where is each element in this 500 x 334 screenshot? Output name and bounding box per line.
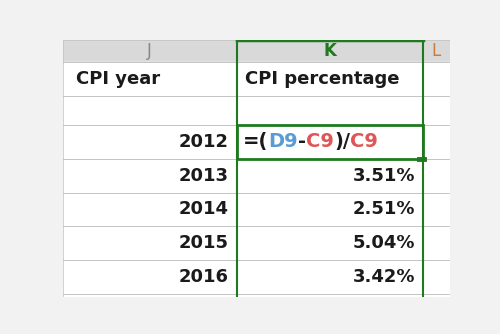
Bar xyxy=(423,125,450,159)
Bar xyxy=(423,159,450,192)
Bar xyxy=(62,192,237,226)
Bar xyxy=(62,96,237,125)
Text: 2014: 2014 xyxy=(179,200,229,218)
Bar xyxy=(423,260,450,294)
Text: 3.42%: 3.42% xyxy=(352,268,415,286)
Bar xyxy=(237,62,423,96)
Bar xyxy=(237,192,423,226)
Bar xyxy=(423,192,450,226)
Text: D9: D9 xyxy=(268,132,298,151)
Bar xyxy=(423,40,450,62)
Bar xyxy=(62,62,237,96)
Bar xyxy=(237,125,423,159)
Text: 2015: 2015 xyxy=(179,234,229,253)
Bar xyxy=(237,125,423,159)
Text: =(: =( xyxy=(243,132,268,151)
Bar xyxy=(237,260,423,294)
Text: C9: C9 xyxy=(350,132,378,151)
Bar xyxy=(237,294,423,297)
Text: K: K xyxy=(324,42,336,60)
Bar xyxy=(62,159,237,192)
Bar xyxy=(62,125,237,159)
Text: )/: )/ xyxy=(334,132,350,151)
Text: 2016: 2016 xyxy=(179,268,229,286)
Text: 2.51%: 2.51% xyxy=(352,200,415,218)
Text: C9: C9 xyxy=(306,132,334,151)
Text: J: J xyxy=(147,42,152,60)
Bar xyxy=(237,159,423,192)
Bar xyxy=(237,226,423,260)
Bar xyxy=(62,260,237,294)
Bar xyxy=(62,40,237,62)
Bar xyxy=(423,294,450,297)
Bar xyxy=(237,96,423,125)
Text: CPI year: CPI year xyxy=(76,69,160,88)
Text: -: - xyxy=(298,132,306,151)
Bar xyxy=(237,40,423,62)
Text: CPI percentage: CPI percentage xyxy=(244,69,399,88)
Bar xyxy=(423,226,450,260)
Text: L: L xyxy=(432,42,441,60)
Bar xyxy=(62,294,237,297)
Bar xyxy=(423,96,450,125)
Text: 2012: 2012 xyxy=(179,133,229,151)
Text: 3.51%: 3.51% xyxy=(352,167,415,185)
Text: 5.04%: 5.04% xyxy=(352,234,415,253)
Bar xyxy=(423,62,450,96)
Bar xyxy=(62,226,237,260)
Text: 2013: 2013 xyxy=(179,167,229,185)
